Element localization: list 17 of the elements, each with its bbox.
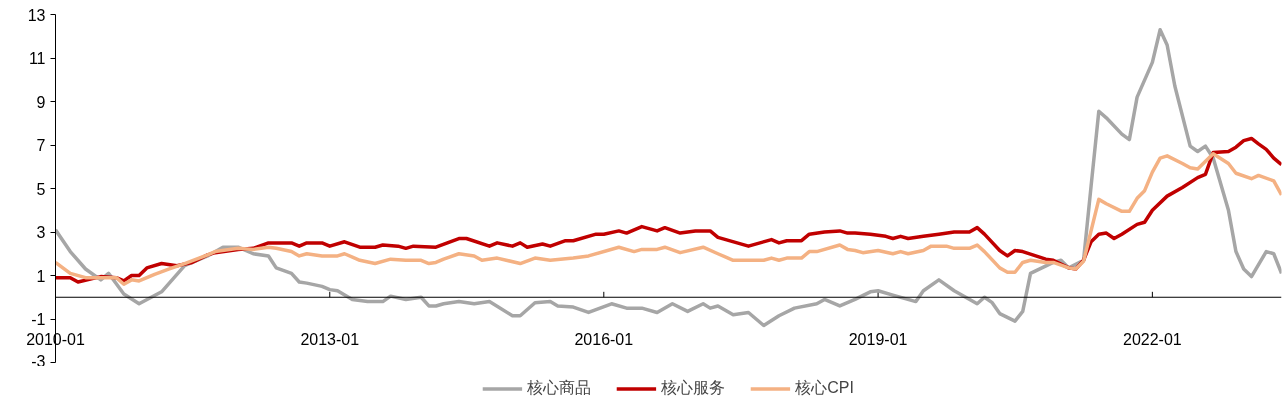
y-tick-label: 9: [36, 93, 46, 111]
legend-label: 核心CPI: [795, 377, 854, 398]
x-tick-label: 2016-01: [574, 330, 634, 348]
y-tick-label: 13: [27, 6, 46, 24]
y-tick-label: -1: [31, 311, 46, 328]
x-tick-label: 2013-01: [300, 330, 360, 348]
legend-label: 核心商品: [527, 377, 592, 398]
y-tick-label: 11: [28, 50, 46, 67]
y-tick-label: 3: [36, 224, 46, 241]
y-tick-label: -3: [31, 352, 46, 370]
line-series: [55, 27, 1282, 328]
legend-label: 核心服务: [661, 377, 726, 398]
y-tick-label: 5: [36, 180, 46, 198]
y-tick-label: 1: [36, 267, 46, 285]
x-tick-label: 2022-01: [1123, 330, 1182, 348]
x-tick-label: 2019-01: [848, 330, 908, 348]
y-tick-label: 7: [36, 137, 46, 154]
